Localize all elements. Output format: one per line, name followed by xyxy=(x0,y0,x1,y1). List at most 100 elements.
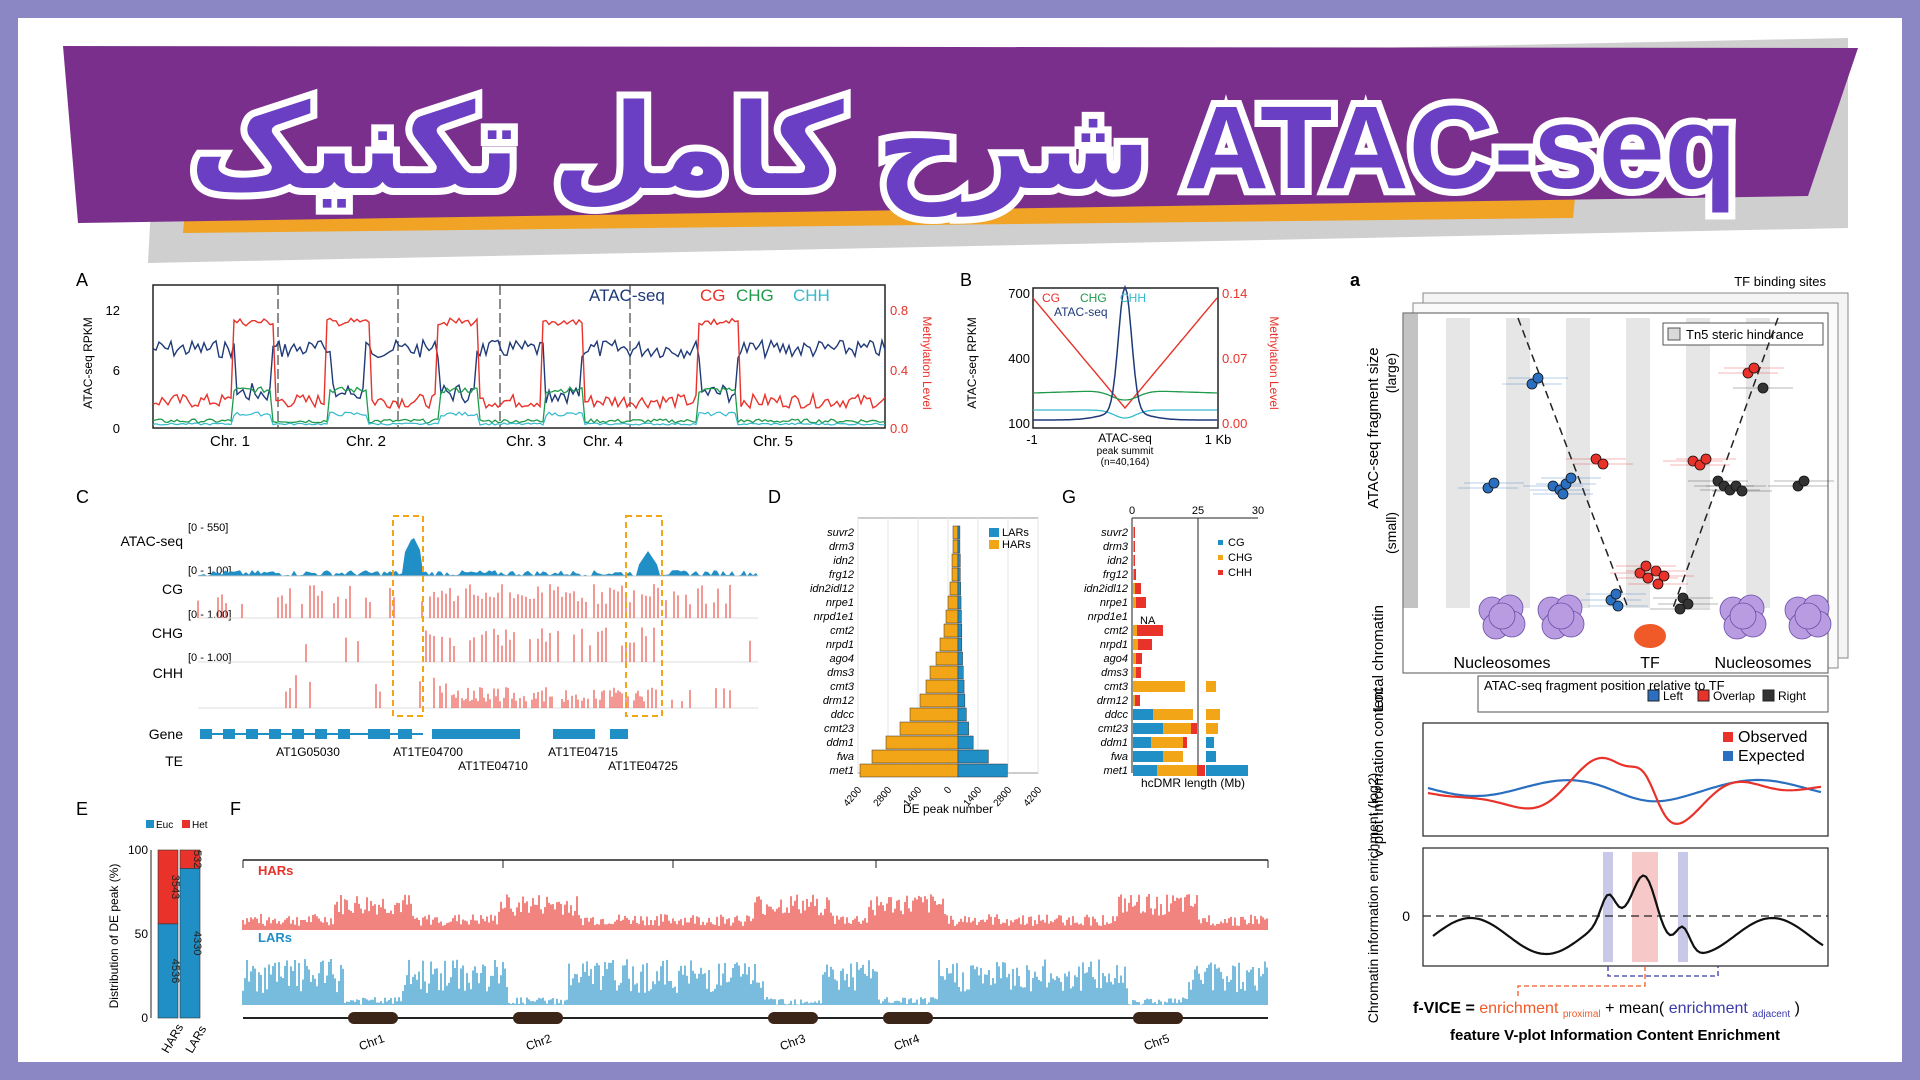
panel-A-legend-chh: CHH xyxy=(793,286,830,305)
panel-E-tick-50: 50 xyxy=(135,927,149,941)
gene-label: nrpd1e1 xyxy=(1088,611,1128,623)
dmr-bar-broken xyxy=(1206,681,1216,692)
chg-line xyxy=(152,386,886,424)
lars-bar xyxy=(957,679,965,694)
dmr-bar xyxy=(1133,737,1151,748)
panel-B-x-left: -1 xyxy=(1026,432,1038,447)
hars-bar xyxy=(952,539,959,554)
gene-label: nrpd1 xyxy=(1100,639,1128,651)
dmr-bar xyxy=(1133,639,1138,650)
exon xyxy=(269,729,281,739)
panel-F-track-hars: HARs xyxy=(258,863,293,878)
panel-B-letter: B xyxy=(960,270,972,290)
panel-a-hindrance-swatch xyxy=(1667,327,1681,341)
panel-A-tick-right-04: 0.4 xyxy=(890,363,908,378)
panel-B-x-center-3: (n=40,164) xyxy=(1101,457,1150,468)
panel-a-adjacent-right xyxy=(1678,852,1688,962)
panel-A-chr5: Chr. 5 xyxy=(753,433,793,450)
te-block xyxy=(432,729,520,739)
binding-stripe xyxy=(1746,318,1770,608)
panel-D-legend: LARs HARs xyxy=(989,527,1031,551)
panel-A-chrom-separators xyxy=(277,285,631,428)
panel-A-tick-left-6: 6 xyxy=(113,363,120,378)
panel-F-chr4: Chr4 xyxy=(892,1031,922,1053)
panel-D-legend-hars-swatch xyxy=(989,540,999,549)
lars-bar xyxy=(957,693,966,708)
gene-label: idn2idl12 xyxy=(810,583,854,595)
panel-E-bars: 4536 3543 4330 532 xyxy=(157,849,203,1019)
panel-A-tick-left-12: 12 xyxy=(106,303,120,318)
panel-B-ylabel-left: ATAC-seq RPKM xyxy=(965,317,979,409)
panel-a-expected-label: Expected xyxy=(1738,748,1805,765)
panel-C-track-chg: CHG xyxy=(152,625,183,641)
panel-F-chr3: Chr3 xyxy=(778,1031,808,1053)
binding-stripe xyxy=(1506,318,1530,608)
panel-C: C ATAC-seq [0 - 550] CG [0 - 1.00] CHG [… xyxy=(76,487,758,773)
hars-bar xyxy=(925,679,959,694)
panel-E-legend-euc: Euc xyxy=(156,820,173,831)
fragment-point xyxy=(1748,362,1760,374)
panel-E-bar-label-lars: LARs xyxy=(182,1023,209,1055)
gene-label: nrpe1 xyxy=(826,597,854,609)
dmr-bar-broken xyxy=(1206,709,1220,720)
panel-G-legend-cg-swatch xyxy=(1218,540,1223,545)
fragment-point xyxy=(1557,488,1569,500)
centromere xyxy=(883,1012,933,1024)
panel-a-adjacent-bracket xyxy=(1607,966,1719,977)
panel-A-chr1: Chr. 1 xyxy=(210,433,250,450)
panel-B-ylabel-right: Methylation Level xyxy=(1267,316,1281,409)
panel-B-tick-right-000: 0.00 xyxy=(1222,416,1247,431)
dmr-bar xyxy=(1197,765,1205,776)
gene-label: dms3 xyxy=(1101,667,1129,679)
dmr-bar xyxy=(1183,737,1187,748)
gene-label: cmt3 xyxy=(830,681,855,693)
poster-canvas: شرح کامل تکنیک ATAC-seq A ATAC-seq RPKM … xyxy=(18,18,1902,1062)
panel-E-legend-het-swatch xyxy=(182,820,190,828)
lars-bar xyxy=(957,539,961,554)
dmr-bar xyxy=(1136,667,1141,678)
centromere xyxy=(1133,1012,1183,1024)
panel-a-tf-shape xyxy=(1634,624,1666,648)
panel-G-legend-cg: CG xyxy=(1228,537,1245,549)
hars-bar xyxy=(952,525,959,540)
panel-F-track-signals xyxy=(242,894,1268,1005)
dmr-bar xyxy=(1133,555,1134,566)
panel-C-feature-2: AT1TE04700 xyxy=(393,745,463,759)
centromere xyxy=(513,1012,563,1024)
panel-A-tick-right-08: 0.8 xyxy=(890,303,908,318)
panel-D-bars xyxy=(859,525,1008,778)
panel-E: E Euc Het Distribution of DE peak (%) 10… xyxy=(76,799,209,1056)
gene-label: suvr2 xyxy=(827,527,854,539)
panel-a-feature-caption: feature V-plot Information Content Enric… xyxy=(1450,1027,1780,1044)
panel-B-x-right: 1 Kb xyxy=(1205,432,1232,447)
panel-B: B ATAC-seq RPKM Methylation Level 700 40… xyxy=(960,270,1281,468)
dmr-bar xyxy=(1163,751,1183,762)
gene-label: drm3 xyxy=(829,541,855,553)
formula-enrichment-1: enrichment xyxy=(1479,1000,1559,1017)
nucleosome-subunit xyxy=(1794,602,1822,630)
gene-label: frg12 xyxy=(1103,569,1128,581)
lars-bar xyxy=(957,609,962,624)
centromere xyxy=(348,1012,398,1024)
dmr-bar-broken xyxy=(1206,723,1218,734)
hars-bar xyxy=(859,763,959,778)
hars-bar xyxy=(943,623,959,638)
lars-bar xyxy=(957,525,961,540)
panel-C-highlight-2 xyxy=(625,515,663,717)
gene-label: cmt3 xyxy=(1104,681,1129,693)
dmr-bar xyxy=(1133,751,1163,762)
dmr-bar-broken xyxy=(1206,765,1248,776)
panel-a-vplot-label: V-plot Information content xyxy=(1370,687,1387,859)
atac-profile xyxy=(1033,284,1217,421)
dmr-bar-broken xyxy=(1206,737,1214,748)
cg-line xyxy=(152,317,886,410)
lars-bar xyxy=(957,567,961,582)
dmr-bar xyxy=(1133,597,1136,608)
panel-F-centromeres xyxy=(348,1012,1183,1024)
dmr-bar xyxy=(1191,723,1197,734)
hars-bar xyxy=(919,693,959,708)
dmr-bar xyxy=(1133,681,1185,692)
panel-B-tick-left-100: 100 xyxy=(1008,416,1030,431)
panel-F-ticks xyxy=(242,860,1269,868)
gene-label: met1 xyxy=(830,765,854,777)
